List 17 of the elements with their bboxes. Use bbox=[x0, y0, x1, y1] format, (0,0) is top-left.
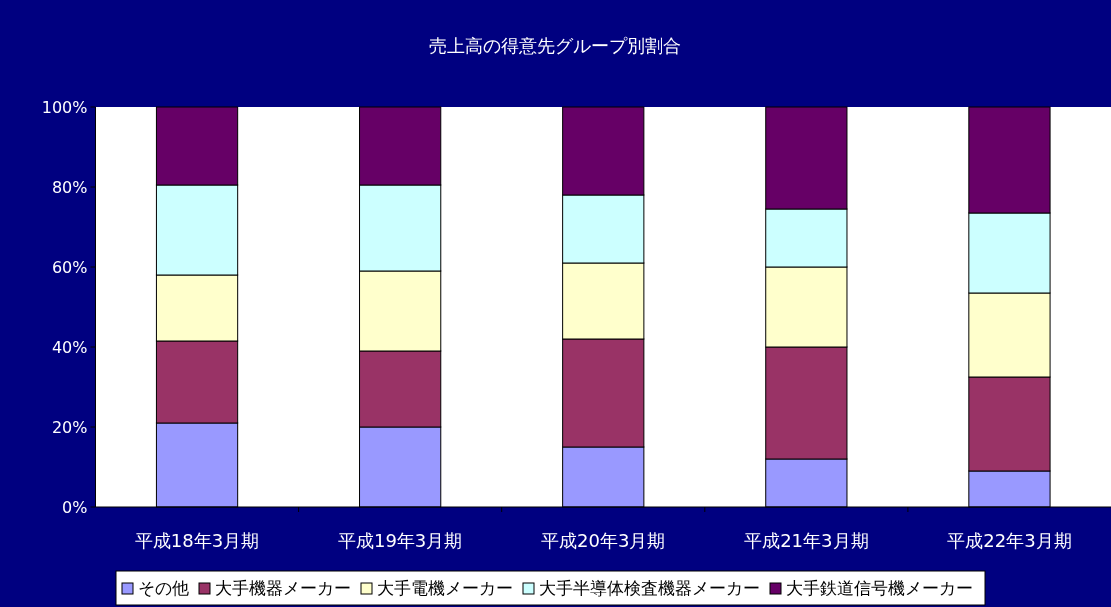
legend-label: 大手電機メーカー bbox=[377, 578, 513, 598]
x-tick-label: 平成21年3月期 bbox=[744, 530, 869, 551]
y-tick-label: 60% bbox=[51, 258, 88, 277]
x-tick-label: 平成19年3月期 bbox=[337, 530, 463, 551]
y-tick-label: 100% bbox=[41, 98, 88, 117]
x-tick-label: 平成22年3月期 bbox=[947, 530, 1072, 551]
legend-label: 大手半導体検査機器メーカー bbox=[539, 578, 760, 598]
y-tick-label: 40% bbox=[51, 338, 88, 357]
x-tick-label: 平成18年3月期 bbox=[134, 530, 260, 551]
y-tick-label: 20% bbox=[51, 418, 88, 437]
legend-label: 大手機器メーカー bbox=[215, 578, 351, 598]
y-tick-label: 80% bbox=[51, 178, 88, 197]
chart-title: 売上高の得意先グループ別割合 bbox=[429, 35, 681, 56]
legend-label: 大手鉄道信号機メーカー bbox=[786, 578, 973, 598]
y-tick-label: 0% bbox=[62, 498, 88, 517]
x-tick-label: 平成20年3月期 bbox=[541, 530, 666, 551]
legend-label: その他 bbox=[138, 578, 189, 598]
